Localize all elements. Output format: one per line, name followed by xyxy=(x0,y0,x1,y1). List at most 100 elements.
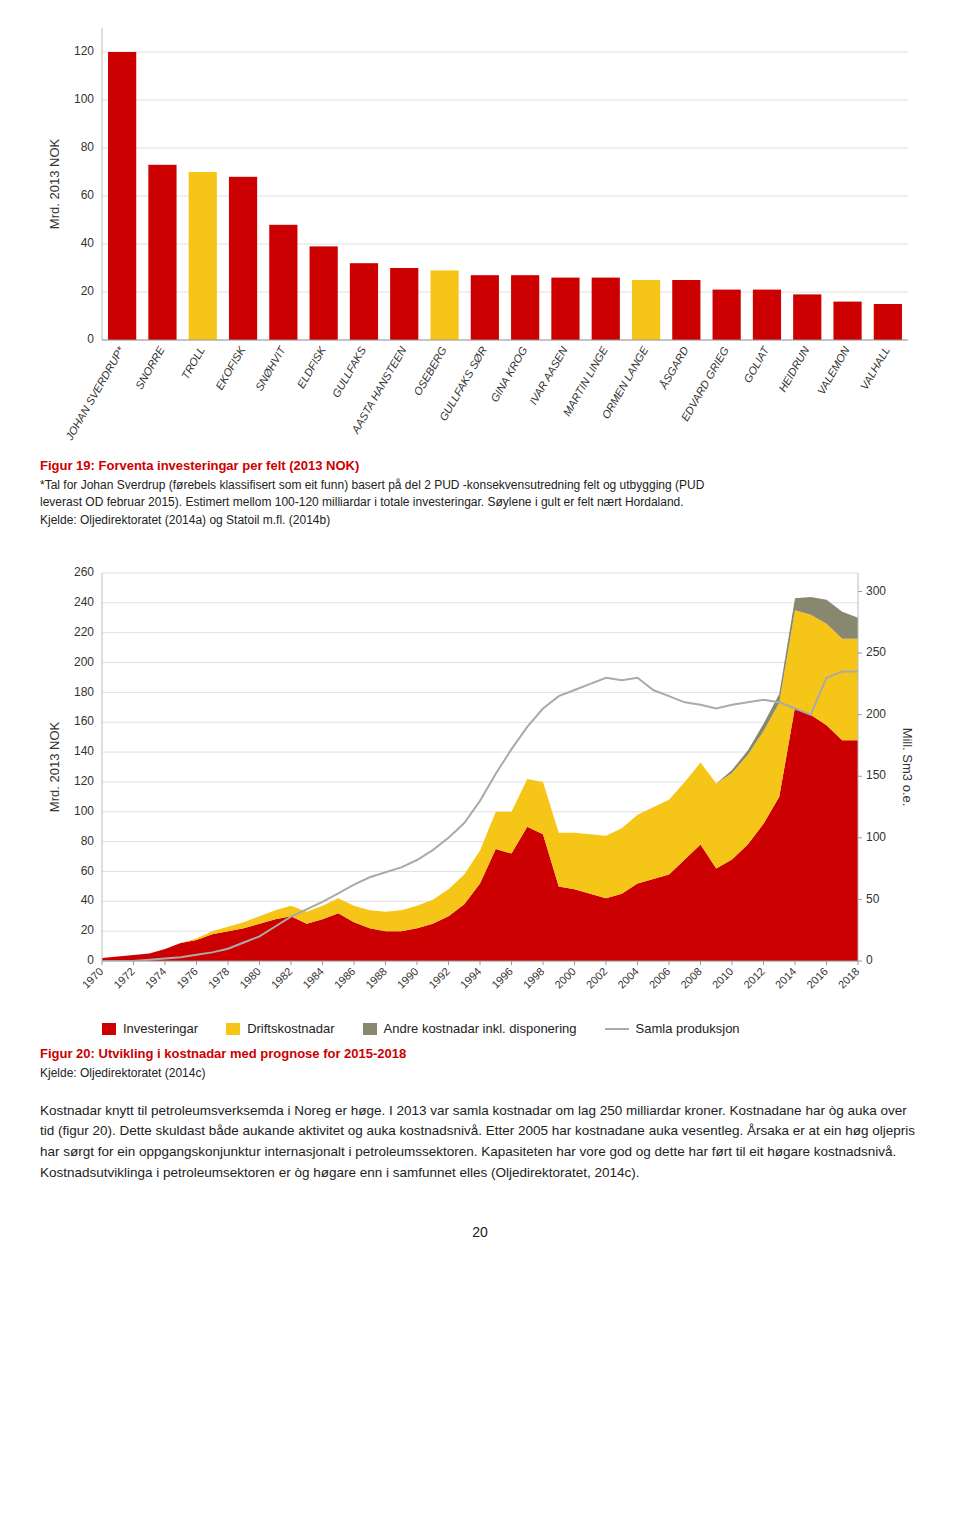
grid-line xyxy=(102,603,858,604)
legend-item: Andre kostnadar inkl. disponering xyxy=(363,1021,577,1036)
caption-note: Kjelde: Oljedirektoratet (2014c) xyxy=(40,1065,920,1082)
grid-line xyxy=(102,196,908,197)
y-tick-label: 80 xyxy=(81,834,95,848)
x-tick xyxy=(133,961,134,965)
y-tick-label: 40 xyxy=(81,236,95,250)
bar xyxy=(874,304,902,340)
body-text: Kostnadar knytt til petroleumsverksemda … xyxy=(40,1101,920,1185)
bar xyxy=(592,278,620,340)
bars xyxy=(108,52,902,340)
y-tick-label: 200 xyxy=(74,655,94,669)
x-tick xyxy=(354,961,355,965)
bar xyxy=(511,275,539,340)
bar xyxy=(350,263,378,340)
grid-line xyxy=(102,722,858,723)
y-tick-label: 220 xyxy=(74,625,94,639)
x-tick xyxy=(165,961,166,965)
x-tick-label: 2014 xyxy=(773,965,799,991)
x-tick-label: SNORRE xyxy=(133,344,167,391)
x-tick-label: EDVARD GRIEG xyxy=(679,344,731,423)
bar xyxy=(269,225,297,340)
grid-line xyxy=(102,100,908,101)
legend-swatch xyxy=(363,1023,377,1035)
legend-swatch xyxy=(226,1023,240,1035)
x-tick-label: 1986 xyxy=(332,965,358,991)
y2-tick xyxy=(858,961,862,962)
y-tick-label: 100 xyxy=(74,92,94,106)
page: 020406080100120JOHAN SVERDRUP*SNORRETROL… xyxy=(0,0,960,1240)
x-tick-label: 1990 xyxy=(395,965,421,991)
x-tick xyxy=(732,961,733,965)
legend-item: Driftskostnadar xyxy=(226,1021,334,1036)
x-tick-label: 2016 xyxy=(804,965,830,991)
x-tick xyxy=(102,961,103,965)
x-tick-label: JOHAN SVERDRUP* xyxy=(63,344,127,443)
x-tick-label: OSEBERG xyxy=(411,344,449,397)
y2-tick-label: 50 xyxy=(866,892,880,906)
legend-label: Andre kostnadar inkl. disponering xyxy=(384,1021,577,1036)
x-tick-label: 2006 xyxy=(647,965,673,991)
y2-tick xyxy=(858,591,862,592)
x-tick-label: 1994 xyxy=(458,965,484,991)
y2-tick xyxy=(858,899,862,900)
grid-line xyxy=(102,340,908,341)
x-tick-label: 1980 xyxy=(237,965,263,991)
y-tick-label: 40 xyxy=(81,894,95,908)
y-tick-label: 140 xyxy=(74,744,94,758)
grid-line xyxy=(102,148,908,149)
x-tick-label: IVAR AASEN xyxy=(527,344,570,406)
x-tick xyxy=(385,961,386,965)
bar-chart: 020406080100120JOHAN SVERDRUP*SNORRETROL… xyxy=(40,12,920,452)
x-tick-label: GINA KROG xyxy=(488,344,530,404)
y2-tick-label: 150 xyxy=(866,769,886,783)
bar xyxy=(390,268,418,340)
x-tick xyxy=(858,961,859,965)
caption: Figur 20: Utvikling i kostnadar med prog… xyxy=(40,1046,920,1082)
y-axis-label: Mrd. 2013 NOK xyxy=(47,139,62,230)
bar xyxy=(833,302,861,340)
x-tick-label: 2004 xyxy=(615,965,641,991)
x-tick xyxy=(795,961,796,965)
caption-title: Figur 19: Forventa investeringar per fel… xyxy=(40,458,920,473)
x-tick-label: 2010 xyxy=(710,965,736,991)
grid-line xyxy=(102,752,858,753)
caption: Figur 19: Forventa investeringar per fel… xyxy=(40,458,920,529)
y-tick-label: 60 xyxy=(81,864,95,878)
x-tick-label: 1976 xyxy=(174,965,200,991)
x-tick xyxy=(826,961,827,965)
x-axis-line xyxy=(102,340,908,341)
y-axis-label: Mrd. 2013 NOK xyxy=(47,722,62,813)
y-tick-label: 120 xyxy=(74,44,94,58)
y-tick-label: 0 xyxy=(87,332,94,346)
x-tick-label: GULLFAKS SØR xyxy=(437,344,489,422)
bar xyxy=(310,246,338,340)
bar xyxy=(632,280,660,340)
y2-axis-label: Mill. Sm3 o.e. xyxy=(900,728,915,807)
y-tick-label: 240 xyxy=(74,595,94,609)
legend-swatch xyxy=(102,1023,116,1035)
x-tick-label: 1974 xyxy=(143,965,169,991)
x-tick-label: ELDFISK xyxy=(295,344,329,390)
x-tick-label: 1970 xyxy=(80,965,106,991)
y-tick-label: 0 xyxy=(87,953,94,967)
y-tick-label: 180 xyxy=(74,685,94,699)
x-tick xyxy=(543,961,544,965)
y2-axis-line xyxy=(858,573,859,961)
x-tick-label: VALHALL xyxy=(858,344,892,391)
legend-label: Samla produksjon xyxy=(636,1021,740,1036)
bar xyxy=(108,52,136,340)
x-tick xyxy=(291,961,292,965)
bar xyxy=(229,177,257,340)
legend: InvesteringarDriftskostnadarAndre kostna… xyxy=(102,1021,920,1036)
y2-tick-label: 250 xyxy=(866,645,886,659)
y2-tick xyxy=(858,776,862,777)
y-axis-line xyxy=(102,573,103,961)
x-tick xyxy=(637,961,638,965)
x-tick-label: 1978 xyxy=(206,965,232,991)
grid-line xyxy=(102,244,908,245)
x-tick xyxy=(606,961,607,965)
x-tick xyxy=(228,961,229,965)
plot-marks xyxy=(102,597,858,961)
bar xyxy=(672,280,700,340)
x-tick-label: GULLFAKS xyxy=(329,344,368,400)
